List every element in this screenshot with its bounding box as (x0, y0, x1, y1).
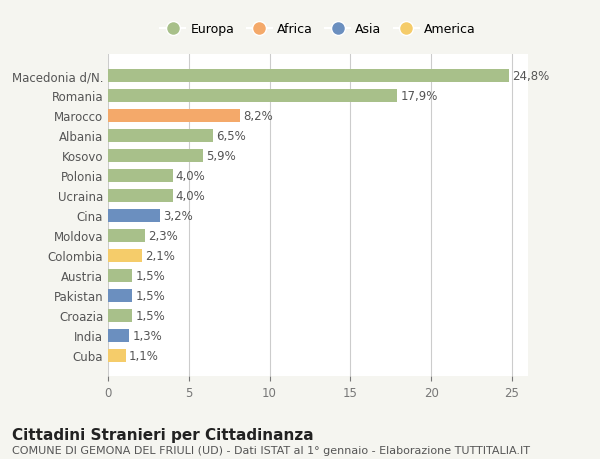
Text: 3,2%: 3,2% (163, 209, 193, 222)
Text: 17,9%: 17,9% (400, 90, 438, 103)
Text: 24,8%: 24,8% (512, 70, 549, 83)
Bar (108, 309, 132, 322)
Bar (108, 289, 132, 302)
Bar (108, 90, 397, 102)
Bar (108, 349, 126, 362)
Text: 4,0%: 4,0% (176, 189, 206, 202)
Text: 4,0%: 4,0% (176, 169, 206, 182)
Text: COMUNE DI GEMONA DEL FRIULI (UD) - Dati ISTAT al 1° gennaio - Elaborazione TUTTI: COMUNE DI GEMONA DEL FRIULI (UD) - Dati … (12, 445, 530, 455)
Bar (108, 70, 509, 83)
Text: Cittadini Stranieri per Cittadinanza: Cittadini Stranieri per Cittadinanza (12, 427, 314, 442)
Text: 1,5%: 1,5% (136, 309, 165, 322)
Text: 1,3%: 1,3% (132, 329, 162, 342)
Bar (108, 229, 145, 242)
Bar (108, 110, 241, 123)
Bar (108, 129, 213, 142)
Text: 1,5%: 1,5% (136, 269, 165, 282)
Bar (108, 329, 129, 342)
Text: 1,1%: 1,1% (129, 349, 159, 362)
Bar (108, 169, 173, 182)
Legend: Europa, Africa, Asia, America: Europa, Africa, Asia, America (157, 20, 479, 40)
Bar (108, 269, 132, 282)
Text: 5,9%: 5,9% (206, 150, 236, 162)
Text: 2,1%: 2,1% (145, 249, 175, 262)
Bar (108, 209, 160, 222)
Text: 6,5%: 6,5% (216, 129, 246, 142)
Bar (108, 189, 173, 202)
Bar (108, 150, 203, 162)
Text: 1,5%: 1,5% (136, 289, 165, 302)
Bar (108, 249, 142, 262)
Text: 2,3%: 2,3% (148, 229, 178, 242)
Text: 8,2%: 8,2% (244, 110, 274, 123)
